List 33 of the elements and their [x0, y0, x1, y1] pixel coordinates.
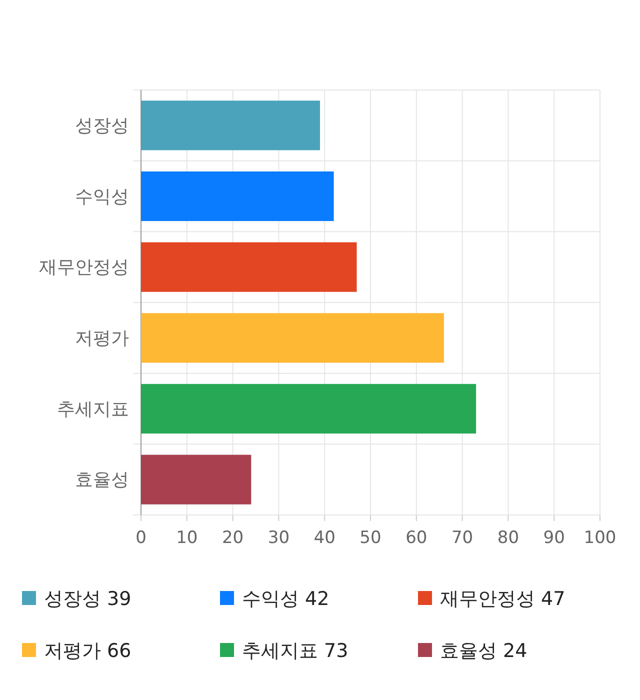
- legend-item: 재무안정성: [418, 588, 535, 610]
- text: 66: [107, 640, 132, 662]
- x-tick-label: 40: [314, 528, 336, 548]
- x-tick-label: 50: [360, 528, 382, 548]
- y-tick-label: 수익성: [75, 186, 129, 208]
- x-tick-label: 30: [268, 528, 290, 548]
- legend-label: 효율성: [440, 640, 497, 662]
- legend-item: 저평가: [22, 640, 101, 662]
- x-tick-label: 70: [451, 528, 474, 548]
- legend-label: 수익성: [242, 588, 299, 610]
- text: 24: [503, 640, 528, 662]
- y-tick-label: 성장성: [75, 115, 129, 136]
- x-tick-label: 90: [543, 528, 565, 548]
- legend-label: 추세지표: [242, 640, 318, 662]
- text: 42: [305, 588, 330, 610]
- y-tick-label: 추세지표: [57, 398, 129, 420]
- legend-item: 효율성: [418, 640, 497, 662]
- legend-item: 수익성: [220, 588, 299, 610]
- x-tick-label: 10: [176, 528, 198, 548]
- x-tick-label: 100: [584, 528, 616, 548]
- y-tick-label: 효율성: [75, 470, 129, 491]
- text: 39: [107, 588, 132, 610]
- x-tick-label: 0: [136, 528, 146, 548]
- x-tick-label: 20: [222, 528, 244, 548]
- y-tick-label: 재무안정성: [39, 257, 129, 278]
- legend-label: 재무안정성: [440, 588, 535, 610]
- legend-item: 성장성: [22, 588, 101, 610]
- x-tick-label: 80: [497, 528, 520, 548]
- text: 47: [541, 588, 566, 610]
- legend-item: 추세지표: [220, 640, 318, 662]
- text: 73: [324, 640, 348, 662]
- x-tick-label: 60: [406, 528, 428, 548]
- y-tick-label: 저평가: [75, 328, 129, 349]
